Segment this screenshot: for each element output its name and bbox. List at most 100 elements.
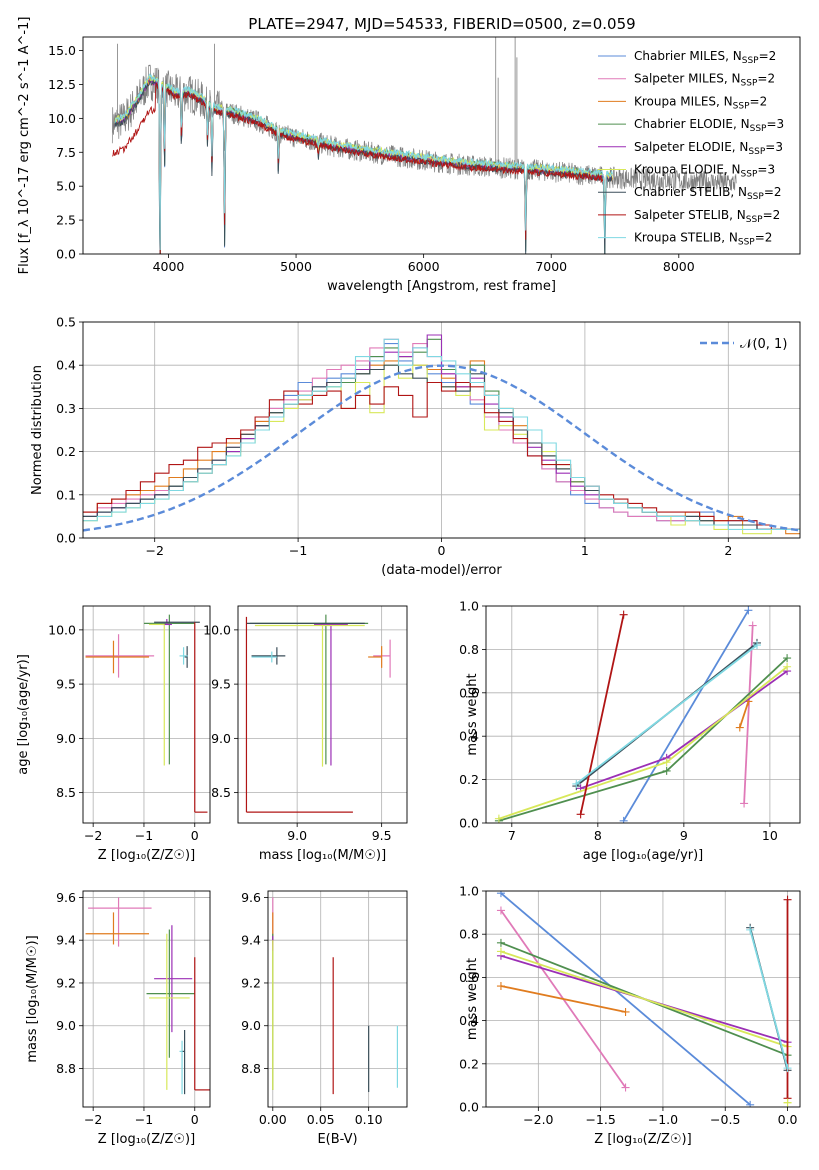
chart-spectrum: 4000 5000 6000 7000 8000 0.0 2.5 5.0 7.5 10.0 12.5… — [17, 17, 801, 294]
weight-marker — [783, 662, 792, 671]
weight-marker — [496, 982, 505, 991]
x-tick-label: 1 — [581, 543, 589, 558]
plot-area — [85, 614, 208, 813]
legend-label: Salpeter ELODIE, NSSP=3 — [634, 140, 783, 157]
x-tick-label: 0.05 — [307, 1112, 335, 1127]
y-tick-label: 9.0 — [56, 1018, 76, 1033]
legend-subscript: SSP — [741, 79, 758, 89]
y-axis-label: Flux [f_λ 10^-17 erg cm^-2 s^-1 A^-1] — [17, 17, 32, 275]
y-tick-label: 9.2 — [56, 975, 76, 990]
weight-line-7 — [579, 614, 625, 815]
legend-text: Kroupa STELIB, N — [634, 231, 738, 245]
y-tick-label: 7.5 — [56, 145, 76, 160]
legend-tail: =2 — [750, 94, 768, 108]
legend-subscript: SSP — [738, 238, 755, 248]
errorbar-point-3 — [154, 925, 193, 1033]
legend-subscript: SSP — [746, 215, 763, 225]
legend-label: Kroupa STELIB, NSSP=2 — [634, 231, 772, 248]
x-tick-label: 0.0 — [778, 1112, 798, 1127]
y-tick-label: 0.4 — [56, 358, 76, 373]
x-tick-label: 6000 — [408, 259, 440, 274]
y-tick-label: 0.0 — [56, 531, 76, 546]
legend-subscript: SSP — [741, 170, 758, 180]
y-tick-label: 15.0 — [48, 43, 76, 58]
errorbar-point-4 — [149, 933, 190, 1090]
legend-tail: =3 — [765, 140, 783, 154]
normal-legend-label: 𝒩(0, 1) — [740, 337, 787, 352]
y-tick-label: 9.0 — [241, 1018, 261, 1033]
weight-line-5 — [500, 950, 788, 1048]
y-tick-label: 0.1 — [56, 487, 76, 502]
x-tick-label: 8000 — [663, 259, 695, 274]
y-tick-label: 0.0 — [459, 816, 479, 831]
x-tick-label: 9 — [680, 828, 688, 843]
weight-line-2 — [738, 701, 750, 728]
y-tick-label: 9.2 — [241, 975, 261, 990]
weight-marker — [496, 938, 505, 947]
errorbar-point-0 — [88, 897, 152, 947]
axes-frame — [82, 890, 211, 1108]
y-tick-label: 0.2 — [459, 772, 479, 787]
chart-weight_vs_Z: −2.0 −1.5 −1.0 −0.5 0.0 0.0 0.2 0.4 0.6 0.8 1.0 Z [… — [459, 884, 801, 1147]
x-axis-label: age [log₁₀(age/yr)] — [583, 848, 704, 863]
axes-frame — [82, 36, 801, 255]
y-tick-label: 8.5 — [211, 785, 231, 800]
legend-tail: =2 — [763, 208, 781, 222]
y-tick-label: 0.4 — [459, 1013, 479, 1028]
weight-line-2 — [500, 985, 626, 1013]
errorbar-point-1 — [85, 912, 150, 945]
weight-marker — [748, 621, 757, 630]
weight-marker — [496, 947, 505, 956]
y-tick-label: 8.5 — [56, 785, 76, 800]
x-tick-label: −2 — [84, 828, 102, 843]
x-tick-label: 2 — [724, 543, 732, 558]
legend-subscript: SSP — [750, 124, 767, 134]
y-tick-label: 9.0 — [211, 731, 231, 746]
y-tick-label: 9.4 — [241, 933, 261, 948]
plot-area — [245, 614, 391, 813]
weight-marker — [572, 779, 581, 788]
x-tick-label: −0.5 — [710, 1112, 740, 1127]
legend-subscript: SSP — [733, 101, 750, 111]
errorbar-point-1 — [85, 640, 150, 674]
x-tick-label: 9.5 — [372, 828, 392, 843]
x-tick-label: −2.0 — [523, 1112, 553, 1127]
weight-marker — [752, 641, 761, 650]
chart-age_vs_Z: −2 −1 0 8.5 9.0 9.5 10.0 Z [log₁₀(Z/Z☉)] age [lo… — [16, 605, 211, 863]
chart-residuals: −2 −1 0 1 2 0.0 0.1 0.2 0.3 0.4 0.5 (data-model)/er… — [30, 315, 801, 578]
legend-subscript: SSP — [747, 192, 764, 202]
weight-marker — [496, 906, 505, 915]
y-tick-label: 8.8 — [241, 1061, 261, 1076]
weight-marker — [496, 891, 505, 898]
weight-line-8 — [575, 644, 758, 785]
chart-age_vs_mass: 9.0 9.5 8.5 9.0 9.5 10.0 mass [log₁₀(M/M☉)] — [203, 605, 408, 863]
x-tick-label: 0 — [438, 543, 446, 558]
legend-text: Kroupa MILES, N — [634, 94, 733, 108]
axes-frame — [82, 605, 211, 824]
legend-subscript: SSP — [748, 147, 765, 157]
weight-marker — [783, 1064, 792, 1073]
weight-line-0 — [622, 609, 750, 822]
x-tick-label: 4000 — [153, 259, 185, 274]
panels: 4000 5000 6000 7000 80000.02.55.07.510.012.5… — [16, 17, 801, 1147]
y-tick-label: 12.5 — [48, 77, 76, 92]
chart-mass_vs_Z: −2 −1 0 8.8 9.0 9.2 9.4 9.6 Z [log₁₀(Z/Z☉)] mass … — [25, 890, 211, 1147]
errorbar-point-3 — [314, 623, 348, 766]
y-tick-label: 9.5 — [211, 677, 231, 692]
legend-subscript: SSP — [742, 56, 759, 66]
x-tick-label: 7000 — [535, 259, 567, 274]
axes-frame — [485, 605, 801, 824]
y-tick-label: 0.6 — [459, 685, 479, 700]
x-axis-label: mass [log₁₀(M/M☉)] — [259, 848, 386, 863]
y-tick-label: 1.0 — [459, 884, 479, 899]
axes-frame — [267, 890, 408, 1108]
legend-label: Salpeter STELIB, NSSP=2 — [634, 208, 780, 225]
y-tick-label: 8.8 — [56, 1061, 76, 1076]
legend-label: Kroupa MILES, NSSP=2 — [634, 94, 767, 111]
x-tick-label: −1 — [135, 828, 153, 843]
y-tick-label: 0.4 — [459, 729, 479, 744]
y-tick-label: 0.8 — [459, 927, 479, 942]
y-axis-label: mass weight — [465, 673, 480, 755]
y-tick-label: 0.2 — [56, 444, 76, 459]
errorbar-point-7 — [251, 651, 277, 663]
